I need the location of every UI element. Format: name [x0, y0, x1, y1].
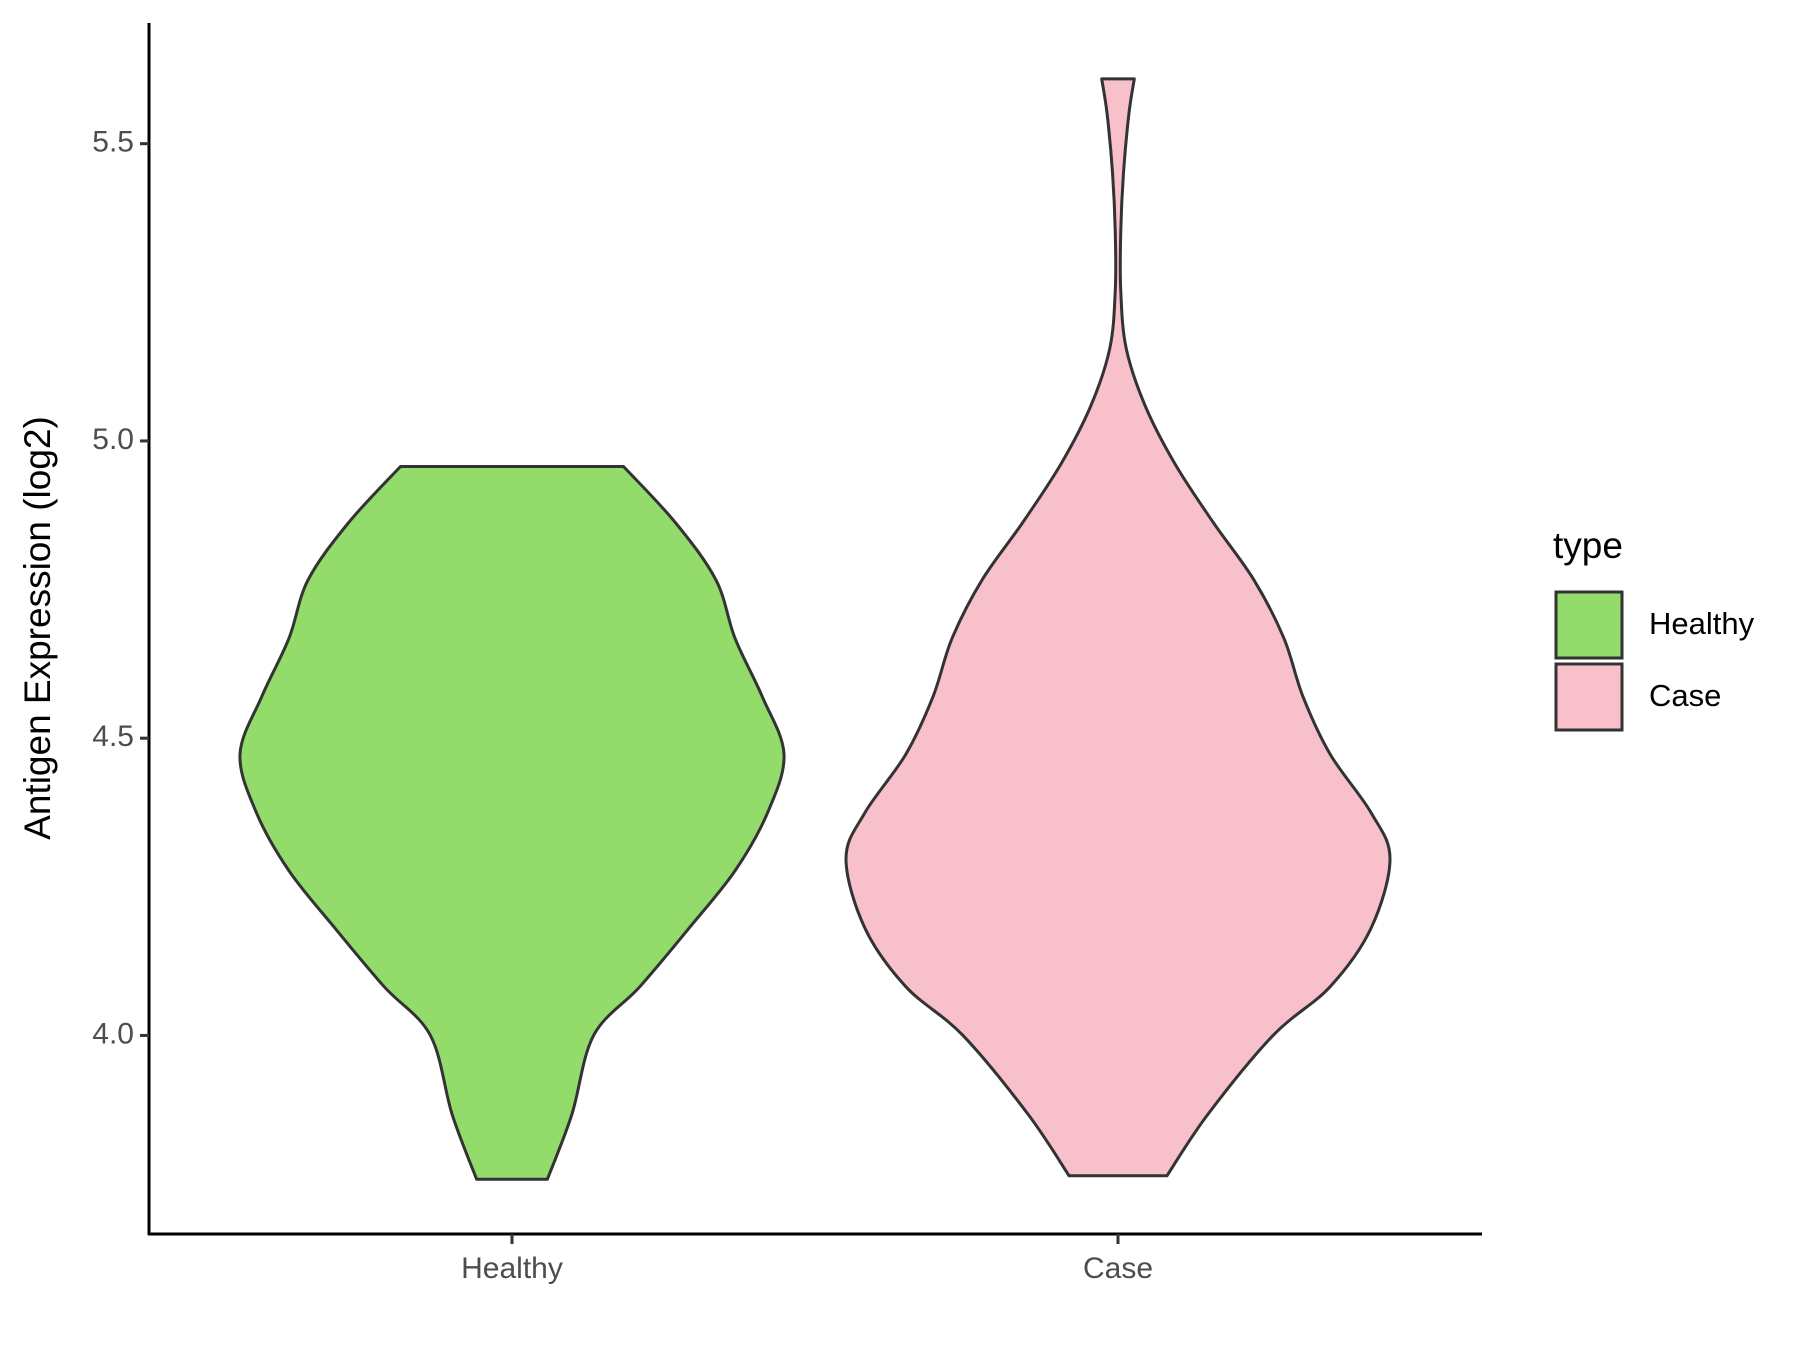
legend-title: type	[1553, 525, 1623, 566]
x-tick-label: Case	[1083, 1252, 1153, 1285]
legend-label: Healthy	[1649, 606, 1755, 641]
y-tick-label: 4.0	[92, 1017, 134, 1050]
y-tick-label: 5.5	[92, 126, 134, 159]
y-tick-label: 4.5	[92, 720, 134, 753]
y-axis-title: Antigen Expression (log2)	[17, 416, 58, 840]
violin-half	[238, 464, 512, 1181]
y-tick-label: 5.0	[92, 423, 134, 456]
legend-key	[1554, 590, 1624, 660]
violin-half	[844, 77, 1118, 1178]
legend-label: Case	[1649, 678, 1721, 713]
x-tick-label: Healthy	[461, 1252, 563, 1285]
legend-key	[1554, 662, 1624, 732]
violin-half	[512, 464, 786, 1181]
violin-half	[1118, 77, 1392, 1178]
